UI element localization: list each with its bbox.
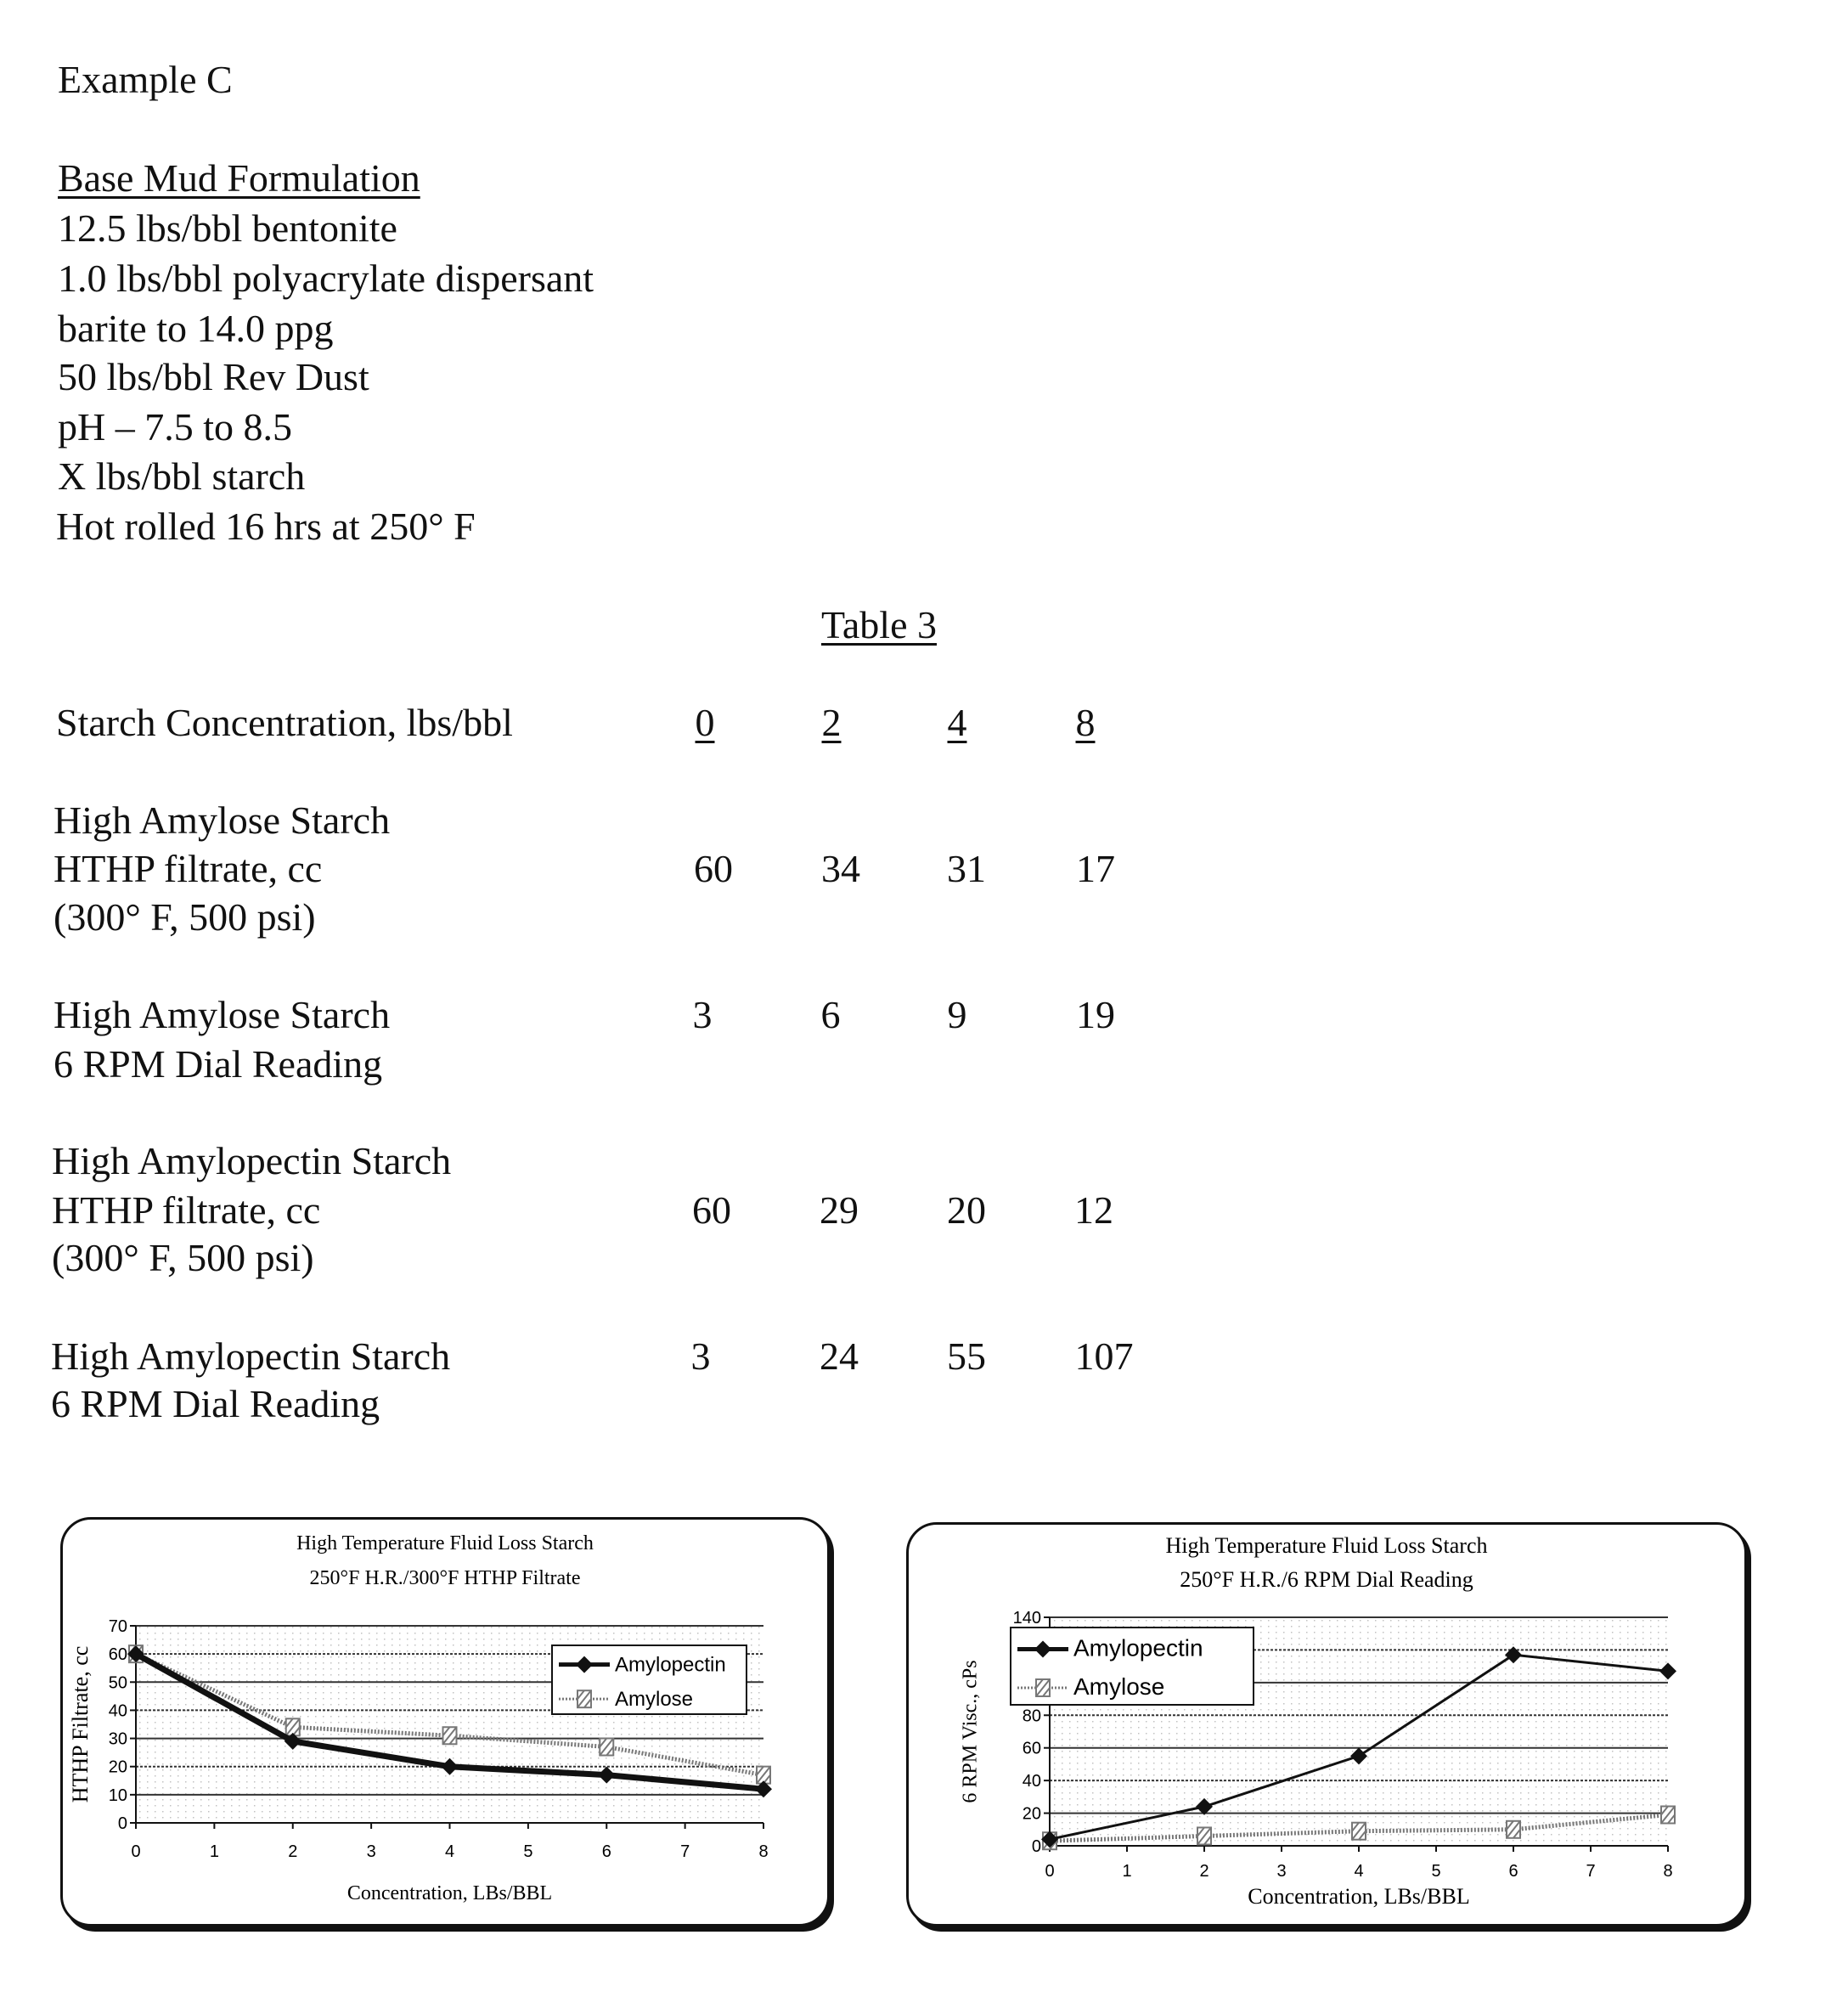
table-cell: 17 xyxy=(1045,846,1147,892)
table-cell: 29 xyxy=(788,1188,890,1233)
x-tick-label: 1 xyxy=(1122,1862,1131,1881)
table-cell: 3 xyxy=(651,992,753,1038)
column-header: 8 xyxy=(1034,700,1136,746)
row-label: High Amylose Starch xyxy=(54,798,390,843)
table-cell: 20 xyxy=(916,1188,1017,1233)
table-title: Table 3 xyxy=(821,602,937,648)
row-label: High Amylopectin Starch xyxy=(52,1138,451,1184)
x-tick-label: 1 xyxy=(210,1842,219,1861)
legend-label: Amylopectin xyxy=(615,1654,726,1677)
row-label: High Amylopectin Starch xyxy=(51,1334,450,1379)
x-tick-label: 4 xyxy=(1354,1862,1363,1881)
x-tick-label: 0 xyxy=(131,1842,140,1861)
x-tick-label: 0 xyxy=(1045,1862,1054,1881)
y-tick-label: 80 xyxy=(1023,1707,1041,1725)
formulation-line: Hot rolled 16 hrs at 250° F xyxy=(56,504,476,550)
table-cell: 24 xyxy=(788,1334,890,1379)
row-label: High Amylose Starch xyxy=(54,992,390,1038)
table-cell: 60 xyxy=(661,1188,763,1233)
filtrate-chart: High Temperature Fluid Loss Starch 250°F … xyxy=(60,1517,830,1927)
table-cell: 3 xyxy=(650,1334,752,1379)
formulation-line: pH – 7.5 to 8.5 xyxy=(58,404,292,450)
legend-label: Amylopectin xyxy=(1073,1634,1203,1661)
chart-title: 250°F H.R./300°F HTHP Filtrate xyxy=(310,1567,581,1589)
x-tick-label: 2 xyxy=(1199,1862,1209,1881)
y-axis-label: 6 RPM Visc., cPs xyxy=(960,1660,982,1802)
x-tick-label: 2 xyxy=(288,1842,297,1861)
formulation-line: 1.0 lbs/bbl polyacrylate dispersant xyxy=(58,256,594,302)
formulation-title: Base Mud Formulation xyxy=(58,155,420,201)
x-axis-label: Concentration, LBs/BBL xyxy=(1248,1884,1469,1909)
y-tick-label: 0 xyxy=(118,1814,127,1833)
chart-svg: High Temperature Fluid Loss Starch 250°F … xyxy=(909,1525,1744,1924)
column-header: 2 xyxy=(780,700,882,746)
x-tick-label: 6 xyxy=(602,1842,611,1861)
table-cell: 60 xyxy=(662,846,764,892)
y-tick-label: 30 xyxy=(109,1730,127,1749)
y-tick-label: 0 xyxy=(1032,1837,1041,1856)
y-tick-label: 10 xyxy=(109,1786,127,1805)
row-label: (300° F, 500 psi) xyxy=(54,894,316,940)
y-tick-label: 40 xyxy=(109,1701,127,1720)
dial-reading-chart: High Temperature Fluid Loss Starch 250°F … xyxy=(906,1522,1747,1927)
x-tick-label: 7 xyxy=(680,1842,690,1861)
table-cell: 6 xyxy=(780,992,882,1038)
y-tick-label: 20 xyxy=(109,1758,127,1777)
table-cell: 9 xyxy=(906,992,1008,1038)
y-tick-label: 50 xyxy=(109,1673,127,1692)
column-header: 0 xyxy=(654,700,756,746)
example-heading: Example C xyxy=(58,57,233,103)
row-label: HTHP filtrate, cc xyxy=(54,846,322,892)
formulation-line: 50 lbs/bbl Rev Dust xyxy=(58,354,369,400)
y-tick-label: 140 xyxy=(1013,1609,1041,1628)
row-label: (300° F, 500 psi) xyxy=(52,1235,314,1281)
table-header-label: Starch Concentration, lbs/bbl xyxy=(56,700,513,746)
table-cell: 55 xyxy=(916,1334,1017,1379)
table-cell: 34 xyxy=(790,846,892,892)
formulation-line: 12.5 lbs/bbl bentonite xyxy=(58,206,397,251)
x-tick-label: 6 xyxy=(1508,1862,1518,1881)
x-tick-label: 4 xyxy=(445,1842,454,1861)
column-header: 4 xyxy=(906,700,1008,746)
table-cell: 12 xyxy=(1043,1188,1145,1233)
legend-label: Amylose xyxy=(1073,1673,1164,1700)
chart-title: High Temperature Fluid Loss Starch xyxy=(296,1532,594,1554)
legend-label: Amylose xyxy=(615,1688,693,1711)
formulation-line: barite to 14.0 ppg xyxy=(58,306,334,352)
y-tick-label: 60 xyxy=(109,1645,127,1664)
row-label: 6 RPM Dial Reading xyxy=(51,1381,380,1427)
table-cell: 19 xyxy=(1045,992,1147,1038)
y-tick-label: 40 xyxy=(1023,1772,1041,1791)
chart-title: High Temperature Fluid Loss Starch xyxy=(1166,1533,1488,1558)
table-cell: 107 xyxy=(1053,1334,1155,1379)
y-axis-label: HTHP Filtrate, cc xyxy=(68,1646,93,1803)
chart-title: 250°F H.R./6 RPM Dial Reading xyxy=(1180,1567,1473,1592)
table-cell: 31 xyxy=(916,846,1017,892)
x-tick-label: 3 xyxy=(1276,1862,1286,1881)
y-tick-label: 70 xyxy=(109,1617,127,1636)
x-tick-label: 5 xyxy=(523,1842,532,1861)
x-axis-label: Concentration, LBs/BBL xyxy=(347,1882,552,1904)
x-tick-label: 8 xyxy=(758,1842,768,1861)
x-tick-label: 3 xyxy=(367,1842,376,1861)
formulation-line: X lbs/bbl starch xyxy=(58,454,305,499)
x-tick-label: 7 xyxy=(1586,1862,1595,1881)
x-tick-label: 8 xyxy=(1663,1862,1672,1881)
row-label: HTHP filtrate, cc xyxy=(52,1188,320,1233)
row-label: 6 RPM Dial Reading xyxy=(54,1041,382,1087)
y-tick-label: 20 xyxy=(1023,1805,1041,1824)
chart-svg: High Temperature Fluid Loss Starch 250°F … xyxy=(63,1520,827,1924)
x-tick-label: 5 xyxy=(1431,1862,1440,1881)
y-tick-label: 60 xyxy=(1023,1740,1041,1758)
